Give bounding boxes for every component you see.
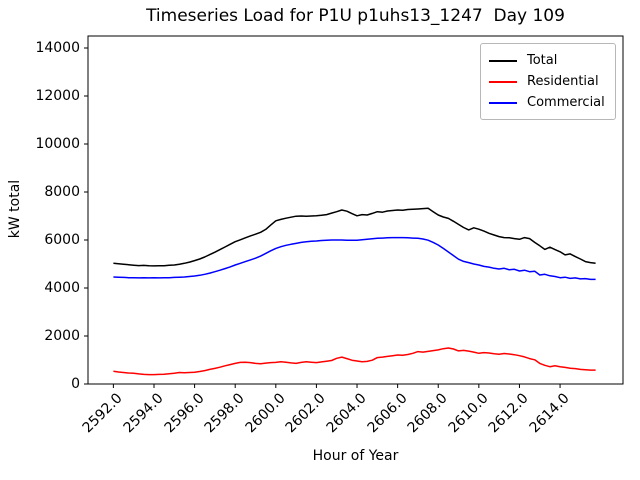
chart-title: Timeseries Load for P1U p1uhs13_1247 Day… xyxy=(146,6,565,26)
y-tick-label: 10000 xyxy=(35,136,80,152)
legend-item-residential: Residential xyxy=(489,71,607,92)
legend-label: Commercial xyxy=(527,95,605,110)
y-tick-label: 8000 xyxy=(44,184,80,200)
axes-frame xyxy=(87,35,624,385)
legend-item-total: Total xyxy=(489,50,607,71)
legend: Total Residential Commercial xyxy=(480,43,616,120)
series-line-commercial xyxy=(113,236,596,281)
y-tick-label: 6000 xyxy=(44,232,80,248)
series-line-residential xyxy=(113,347,596,376)
legend-line-swatch xyxy=(489,59,517,62)
y-tick-label: 4000 xyxy=(44,280,80,296)
legend-label: Total xyxy=(527,53,558,68)
x-axis-label: Hour of Year xyxy=(312,448,399,464)
legend-line-swatch xyxy=(489,101,517,104)
legend-item-commercial: Commercial xyxy=(489,92,607,113)
legend-label: Residential xyxy=(527,74,599,89)
y-tick-label: 2000 xyxy=(44,328,80,344)
y-tick-label: 14000 xyxy=(35,40,80,56)
y-tick-label: 12000 xyxy=(35,88,80,104)
series-line-total xyxy=(113,207,596,267)
y-tick-label: 0 xyxy=(71,376,80,392)
legend-line-swatch xyxy=(489,80,517,83)
